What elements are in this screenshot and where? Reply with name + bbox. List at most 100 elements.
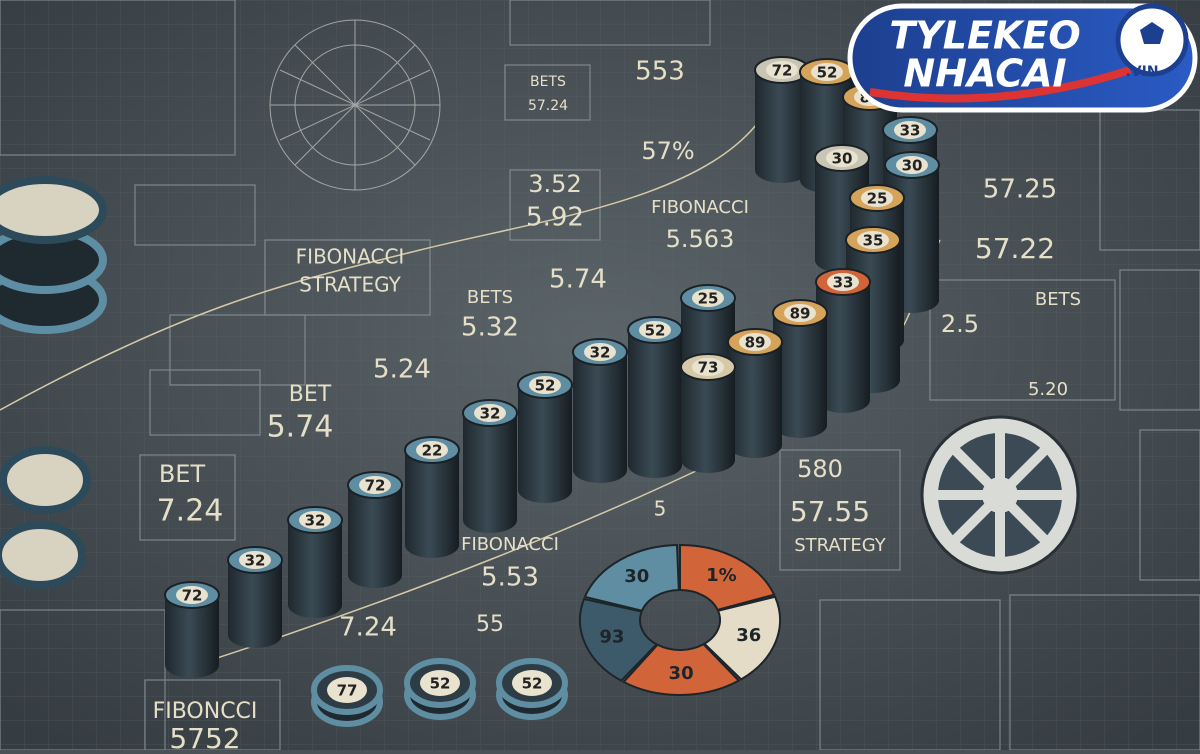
cylinder-label: 33 bbox=[900, 122, 921, 140]
label: 5.74 bbox=[267, 410, 334, 445]
label: BETS bbox=[467, 287, 513, 308]
cylinder: 73 bbox=[680, 353, 736, 473]
label: 5.92 bbox=[526, 203, 584, 233]
label: 7.24 bbox=[339, 613, 397, 643]
cylinder-body bbox=[773, 313, 827, 438]
label: 57.22 bbox=[975, 232, 1055, 265]
cylinder-body bbox=[288, 520, 342, 618]
logo-domain: .VIN bbox=[1125, 64, 1158, 80]
chip-center bbox=[327, 677, 367, 703]
label: 5.32 bbox=[461, 313, 519, 343]
cylinder-badge bbox=[811, 63, 843, 81]
cylinder-label: 89 bbox=[745, 334, 766, 352]
cylinder-badge bbox=[692, 289, 724, 307]
cylinder-label: 35 bbox=[863, 232, 884, 250]
cylinder: 33 bbox=[815, 268, 871, 413]
chip-stack bbox=[0, 176, 107, 334]
wheel bbox=[269, 19, 441, 191]
label: 580 bbox=[797, 455, 843, 483]
cylinder-label: 72 bbox=[772, 62, 793, 80]
donut-label: 36 bbox=[736, 625, 761, 646]
chip-label: 52 bbox=[522, 675, 543, 693]
cylinder-label: 32 bbox=[590, 344, 611, 362]
chip-center bbox=[420, 670, 460, 696]
label: 5.53 bbox=[481, 563, 539, 593]
cylinder-body bbox=[165, 595, 219, 678]
cylinder-label: 89 bbox=[790, 305, 811, 323]
chip-center bbox=[512, 670, 552, 696]
cylinder-badge bbox=[239, 551, 271, 569]
label: BET bbox=[289, 382, 332, 407]
cylinder-badge bbox=[766, 61, 798, 79]
label: BETS bbox=[530, 74, 566, 90]
donut-label: 30 bbox=[624, 566, 649, 587]
cylinder: 72 bbox=[347, 471, 403, 588]
cylinder-badge bbox=[359, 476, 391, 494]
cylinder-badge bbox=[826, 149, 858, 167]
label: 57% bbox=[641, 137, 694, 165]
logo: TYLEKEO NHACAI .VIN bbox=[847, 3, 1198, 113]
cylinder: 32 bbox=[572, 338, 628, 483]
label: 57.24 bbox=[528, 98, 568, 114]
cylinder: 72 bbox=[164, 581, 220, 678]
chip-label: 52 bbox=[430, 675, 451, 693]
cylinder: 32 bbox=[287, 506, 343, 618]
label: 3.52 bbox=[528, 170, 581, 198]
cylinder-badge bbox=[299, 511, 331, 529]
label: BET bbox=[159, 460, 206, 488]
cylinder-body bbox=[228, 560, 282, 648]
cylinder-label: 52 bbox=[645, 322, 666, 340]
cylinder-label: 72 bbox=[365, 477, 386, 495]
donut-segment bbox=[702, 595, 781, 681]
label: 5 bbox=[654, 497, 667, 521]
donut-segment bbox=[679, 543, 776, 612]
label: 57.25 bbox=[983, 175, 1057, 205]
cylinder-badge bbox=[896, 156, 928, 174]
cylinder: 89 bbox=[727, 328, 783, 458]
donut-label: 93 bbox=[599, 626, 624, 647]
label: FIBONACCI bbox=[461, 534, 559, 555]
label: 553 bbox=[635, 57, 685, 87]
label: 55 bbox=[476, 612, 504, 637]
label: 5752 bbox=[169, 722, 240, 750]
cylinder-label: 33 bbox=[833, 274, 854, 292]
donut-label: 1% bbox=[706, 565, 737, 586]
cylinder-label: 72 bbox=[182, 587, 203, 605]
cylinder: 89 bbox=[772, 299, 828, 438]
cylinder-badge bbox=[894, 121, 926, 139]
cylinder: 52 bbox=[517, 371, 573, 503]
cylinder-label: 32 bbox=[305, 512, 326, 530]
cylinder-badge bbox=[416, 441, 448, 459]
cylinder: 22 bbox=[404, 436, 460, 558]
label: 57.55 bbox=[790, 495, 870, 528]
cylinder-badge bbox=[639, 321, 671, 339]
chip-label: 77 bbox=[337, 682, 358, 700]
label: STRATEGY bbox=[299, 273, 401, 297]
cylinder-badge bbox=[827, 273, 859, 291]
logo-line2: NHACAI bbox=[903, 52, 1066, 96]
roulette bbox=[920, 415, 1080, 575]
cylinder-badge bbox=[584, 343, 616, 361]
cylinder-badge bbox=[692, 358, 724, 376]
cylinder-badge bbox=[861, 189, 893, 207]
cylinder-body bbox=[573, 352, 627, 483]
curve bbox=[0, 119, 761, 411]
cylinder-body bbox=[681, 367, 735, 473]
label: FIBONACCI bbox=[296, 245, 405, 269]
cylinder-label: 25 bbox=[698, 290, 719, 308]
label: FIBONCCI bbox=[153, 699, 258, 724]
logo-line1: TYLEKEO bbox=[889, 14, 1080, 58]
cylinder-body bbox=[728, 342, 782, 458]
cylinder-label: 32 bbox=[480, 405, 501, 423]
label: 7.24 bbox=[157, 494, 224, 529]
cylinder-body bbox=[816, 282, 870, 413]
cylinder-body bbox=[755, 70, 809, 183]
cylinder-label: 32 bbox=[245, 552, 266, 570]
cylinder-label: 22 bbox=[422, 442, 443, 460]
cylinder: 52 bbox=[627, 316, 683, 478]
cylinder-body bbox=[348, 485, 402, 588]
label: 5.20 bbox=[1028, 379, 1068, 400]
label: STRATEGY bbox=[794, 535, 887, 556]
cylinder-label: 73 bbox=[698, 359, 719, 377]
